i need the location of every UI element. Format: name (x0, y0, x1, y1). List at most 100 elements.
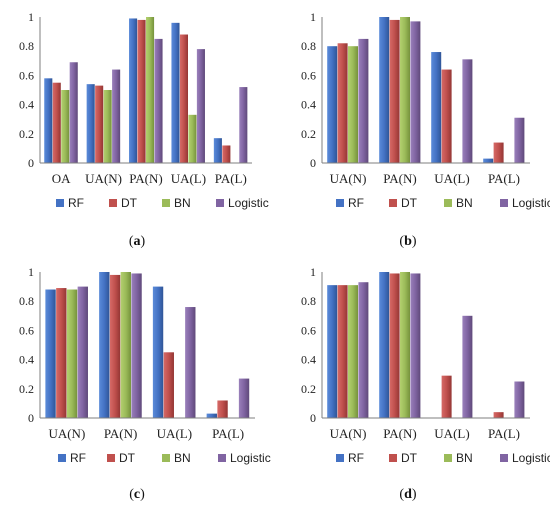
bar-bn-pan (120, 272, 131, 418)
bar-logistic-uan (358, 38, 369, 163)
bar-bn-pan (400, 17, 410, 163)
panel-d: 0 0.2 0.4 0.6 0.8 1 UA(N) PA(N) UA(L) PA(L) RF DT BN… (301, 265, 550, 502)
legend-label-logistic: Logistic (512, 451, 550, 465)
legend-label-dt: DT (401, 196, 418, 210)
bar-logistic-pan (154, 38, 163, 163)
legend-swatch-bn (162, 199, 170, 207)
y-tick-label: 0.2 (301, 382, 316, 396)
legend-label-bn: BN (174, 451, 191, 465)
x-tick-label: PA(N) (383, 426, 416, 441)
legend-label-bn: BN (456, 451, 473, 465)
legend-swatch-rf (336, 199, 344, 207)
legend-swatch-rf (336, 454, 344, 462)
bar-logistic-ual (462, 59, 473, 164)
legend-swatch-bn (444, 454, 452, 462)
y-tick-label: 0.2 (19, 382, 34, 396)
y-tick-label: 0.2 (19, 127, 34, 141)
bar-dt-uan (95, 85, 104, 163)
y-tick-label: 0 (310, 411, 316, 425)
legend-label-rf: RF (70, 451, 86, 465)
legend-label-rf: RF (348, 451, 364, 465)
legend-swatch-rf (58, 454, 66, 462)
x-tick-label: UA(L) (434, 171, 469, 186)
legend-swatch-logistic (218, 454, 226, 462)
y-tick-label: 1 (28, 265, 34, 279)
bar-rf-pal (483, 158, 494, 163)
y-tick-label: 0.2 (301, 127, 316, 141)
bar-rf-ual (152, 286, 164, 418)
x-tick-label: UA(N) (85, 171, 122, 186)
bar-dt-ual (163, 352, 174, 418)
bar-bn-pan (146, 17, 155, 163)
bar-bn-uan (348, 285, 358, 418)
bar-logistic-pan (131, 273, 142, 418)
bar-dt-uan (337, 285, 348, 418)
y-tick-label: 1 (310, 10, 316, 24)
y-tick-label: 0.8 (301, 39, 316, 53)
bar-dt-ual (179, 34, 188, 163)
bar-rf-ual (431, 52, 442, 163)
bar-dt-pal (493, 412, 504, 418)
bar-bn-pan (400, 272, 410, 418)
bar-dt-pal (493, 142, 504, 163)
legend-label-dt: DT (401, 451, 418, 465)
y-tick-label: 0.8 (301, 294, 316, 308)
bar-dt-uan (56, 288, 67, 418)
bar-bn-uan (66, 289, 78, 418)
y-tick-label: 0.4 (19, 98, 34, 112)
bar-logistic-ual (462, 315, 473, 418)
legend-label-rf: RF (68, 196, 84, 210)
bar-rf-pal (213, 138, 222, 163)
bar-dt-pan (389, 273, 400, 418)
bar-rf-pan (379, 17, 390, 163)
legend-label-logistic: Logistic (512, 196, 550, 210)
x-tick-label: PA(L) (215, 171, 247, 186)
y-tick-label: 0.4 (301, 353, 316, 367)
bar-dt-pal (217, 400, 228, 418)
bar-dt-oa (52, 82, 61, 163)
bar-dt-ual (441, 375, 452, 418)
bar-bn-uan (348, 46, 358, 164)
x-tick-label: PA(N) (104, 426, 137, 441)
y-tick-label: 0.6 (301, 323, 316, 337)
y-tick-label: 0.6 (301, 68, 316, 82)
x-tick-label: UA(N) (330, 171, 367, 186)
legend-swatch-rf (56, 199, 64, 207)
panel-label: (d) (399, 487, 416, 502)
panel-c: 0 0.2 0.4 0.6 0.8 1 UA(N) PA(N) UA(L) PA(L) RF DT BN… (19, 265, 271, 502)
panel-label: (b) (399, 234, 416, 249)
bar-dt-pan (109, 274, 121, 418)
x-tick-label: UA(L) (171, 171, 206, 186)
bar-bn-ual (188, 114, 197, 163)
x-tick-label: UA(N) (48, 426, 85, 441)
bar-rf-pal (206, 413, 217, 418)
legend-swatch-dt (389, 454, 397, 462)
legend-label-dt: DT (121, 196, 138, 210)
bar-rf-pan (99, 272, 110, 418)
legend-swatch-dt (389, 199, 397, 207)
legend-swatch-dt (109, 199, 117, 207)
legend-label-bn: BN (174, 196, 191, 210)
y-tick-label: 0 (28, 411, 34, 425)
bar-dt-pal (222, 145, 231, 163)
legend-label-dt: DT (119, 451, 136, 465)
legend-label-rf: RF (348, 196, 364, 210)
bar-rf-uan (327, 285, 338, 418)
x-tick-label: PA(N) (129, 171, 162, 186)
bar-logistic-pal (238, 378, 250, 418)
y-tick-label: 1 (28, 10, 34, 24)
bar-rf-pan (379, 272, 390, 418)
bar-logistic-ual (185, 307, 196, 418)
bar-logistic-uan (112, 69, 121, 163)
bar-rf-ual (171, 22, 180, 164)
y-tick-label: 0.4 (19, 353, 34, 367)
y-tick-label: 0.6 (19, 323, 34, 337)
x-tick-label: UA(L) (434, 426, 469, 441)
panel-a: 0 0.2 0.4 0.6 0.8 1 OA UA(N) PA(N) UA(L) PA(L) RF DT… (19, 10, 269, 249)
panel-b: 0 0.2 0.4 0.6 0.8 1 UA(N) PA(N) UA(L) PA(L) RF DT BN… (301, 10, 550, 249)
legend-swatch-dt (107, 454, 115, 462)
x-tick-label: PA(L) (488, 426, 520, 441)
bar-rf-uan (45, 289, 56, 418)
bar-dt-ual (441, 69, 452, 163)
